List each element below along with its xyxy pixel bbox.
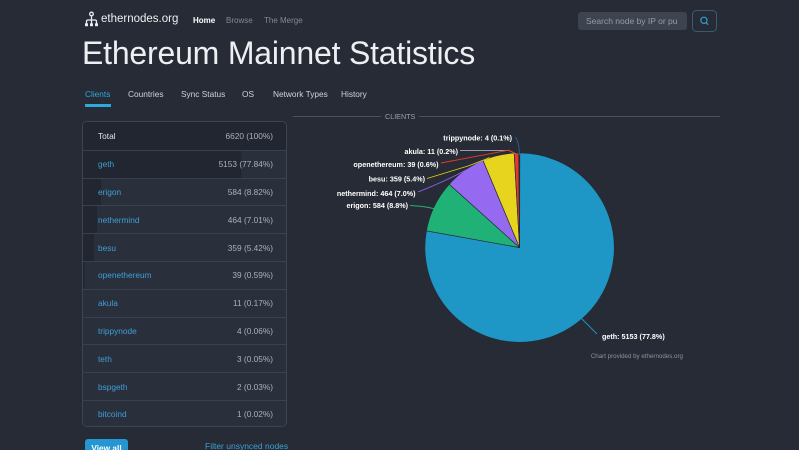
svg-text:openethereum: 39 (0.6%): openethereum: 39 (0.6%) [353, 160, 439, 169]
svg-text:besu: 359 (5.4%): besu: 359 (5.4%) [369, 175, 426, 184]
svg-text:geth: 5153 (77.8%): geth: 5153 (77.8%) [602, 332, 665, 341]
svg-text:trippynode: 4 (0.1%): trippynode: 4 (0.1%) [443, 134, 512, 143]
svg-text:Chart provided by ethernodes.o: Chart provided by ethernodes.org [591, 353, 684, 360]
svg-text:erigon: 584 (8.8%): erigon: 584 (8.8%) [346, 201, 408, 210]
svg-text:akula: 11 (0.2%): akula: 11 (0.2%) [404, 147, 458, 156]
svg-text:nethermind: 464 (7.0%): nethermind: 464 (7.0%) [337, 189, 416, 198]
